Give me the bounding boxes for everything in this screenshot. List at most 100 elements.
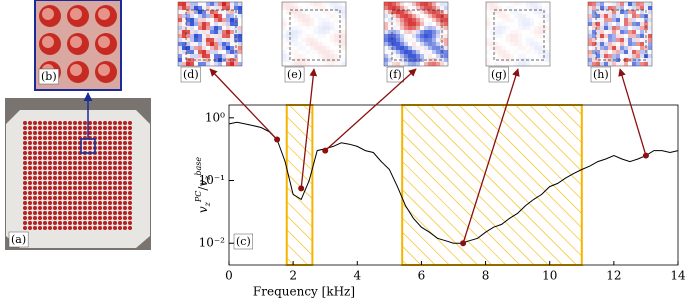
mode-cell: [202, 14, 206, 18]
mode-cell: [416, 50, 420, 54]
mode-cell: [534, 34, 538, 38]
mode-cell: [490, 54, 494, 58]
mode-cell: [432, 18, 436, 22]
mode-cell: [600, 46, 604, 50]
mode-cell: [186, 46, 190, 50]
mode-cell: [182, 22, 186, 26]
mode-cell: [282, 18, 286, 22]
mode-cell: [424, 30, 428, 34]
pillar: [118, 141, 122, 145]
mode-cell: [518, 38, 522, 42]
mode-cell: [404, 42, 408, 46]
mode-cell: [384, 18, 388, 22]
pillar: [58, 176, 62, 180]
mode-cell: [506, 50, 510, 54]
pillar: [98, 161, 102, 165]
selected-point: [274, 136, 281, 143]
panel-label: (b): [41, 70, 57, 83]
mode-cell: [326, 42, 330, 46]
mode-cell: [214, 10, 218, 14]
mode-cell: [334, 62, 338, 66]
mode-cell: [486, 54, 490, 58]
pillar: [103, 171, 107, 175]
mode-cell: [416, 14, 420, 18]
mode-cell: [342, 34, 346, 38]
pillar: [58, 151, 62, 155]
pillar: [98, 146, 102, 150]
pillar: [78, 221, 82, 225]
mode-cell: [518, 46, 522, 50]
mode-cell: [178, 2, 182, 6]
mode-cell: [234, 22, 238, 26]
pillar: [68, 136, 72, 140]
mode-cell: [310, 26, 314, 30]
pillar: [73, 146, 77, 150]
pillar: [88, 196, 92, 200]
mode-cell: [444, 22, 448, 26]
pillar: [93, 226, 97, 230]
pillar: [28, 211, 32, 215]
pillar: [83, 181, 87, 185]
pillar: [53, 181, 57, 185]
mode-cell: [388, 58, 392, 62]
mode-cell: [636, 2, 640, 6]
mode-cell: [428, 10, 432, 14]
mode-cell: [326, 54, 330, 58]
mode-cell: [286, 38, 290, 42]
pillar: [73, 131, 77, 135]
mode-cell: [640, 18, 644, 22]
mode-cell: [178, 62, 182, 66]
mode-cell: [396, 34, 400, 38]
mode-cell: [534, 42, 538, 46]
mode-cell: [648, 58, 652, 62]
mode-cell: [498, 54, 502, 58]
mode-cell: [624, 22, 628, 26]
pillar: [113, 216, 117, 220]
pillar: [128, 226, 132, 230]
mode-cell: [538, 18, 542, 22]
mode-cell: [294, 26, 298, 30]
mode-cell: [392, 6, 396, 10]
mode-cell: [404, 50, 408, 54]
mode-cell: [198, 2, 202, 6]
pillar: [28, 136, 32, 140]
mode-cell: [444, 50, 448, 54]
pillar: [113, 191, 117, 195]
pillar: [98, 176, 102, 180]
mode-cell: [440, 42, 444, 46]
mode-cell: [608, 14, 612, 18]
pillar: [48, 156, 52, 160]
mode-cell: [648, 54, 652, 58]
pillar: [28, 151, 32, 155]
pillar: [63, 216, 67, 220]
mode-cell: [518, 18, 522, 22]
pillar: [103, 156, 107, 160]
mode-cell: [396, 30, 400, 34]
mode-cell: [490, 26, 494, 30]
mode-cell: [624, 62, 628, 66]
mode-cell: [490, 6, 494, 10]
pillar: [78, 216, 82, 220]
mode-cell: [518, 22, 522, 26]
pillar: [98, 156, 102, 160]
pillar: [38, 136, 42, 140]
pillar: [128, 221, 132, 225]
mode-cell: [420, 26, 424, 30]
mode-cell: [592, 10, 596, 14]
mode-cell: [424, 26, 428, 30]
pillar: [88, 156, 92, 160]
mode-cell: [206, 6, 210, 10]
mode-cell: [596, 38, 600, 42]
pillar: [83, 126, 87, 130]
pillar: [68, 181, 72, 185]
mode-cell: [202, 62, 206, 66]
mode-cell: [486, 2, 490, 6]
mode-cell: [322, 46, 326, 50]
y-tick-label: 10⁰: [205, 110, 225, 124]
mode-cell: [286, 10, 290, 14]
mode-cell: [290, 34, 294, 38]
mode-cell: [416, 38, 420, 42]
mode-cell: [616, 26, 620, 30]
pillar: [73, 171, 77, 175]
pillar: [128, 206, 132, 210]
